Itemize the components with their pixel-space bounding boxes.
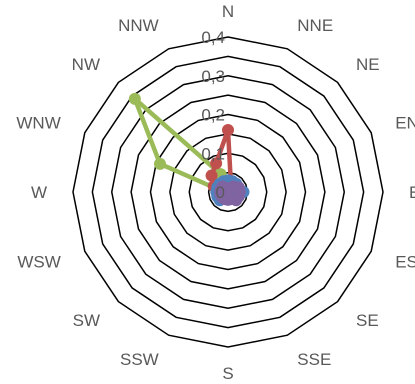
series-1-point-WNW	[153, 157, 166, 170]
radial-tick-label: 0,1	[201, 144, 225, 163]
grid-ring	[91, 55, 365, 329]
grid-ring	[149, 113, 307, 271]
grid-ring	[188, 152, 268, 232]
grid-ring	[110, 74, 346, 310]
series-2-point-N	[222, 124, 234, 136]
direction-label-nnw: NNW	[118, 16, 159, 35]
direction-label-sw: SW	[73, 311, 100, 330]
direction-label-ese: ESE	[395, 252, 415, 271]
radial-tick-label: 0,3	[201, 67, 225, 86]
direction-label-ssw: SSW	[120, 350, 159, 369]
direction-label-wsw: WSW	[17, 252, 60, 271]
direction-label-ne: NE	[356, 55, 380, 74]
direction-label-n: N	[222, 2, 234, 21]
series-2-point-NNW	[210, 157, 223, 170]
direction-label-layer: N NNE NE ENE E ESE SE SSE S SSW SW WSW W WNW NW NNW	[16, 2, 415, 383]
direction-label-nw: NW	[72, 55, 100, 74]
radial-tick-label: 0	[216, 183, 225, 202]
grid-ring	[72, 36, 384, 348]
radial-tick-label: 0,2	[201, 106, 225, 125]
series-1-point-NW	[128, 92, 141, 105]
series-layer	[128, 92, 250, 207]
direction-label-w: W	[31, 183, 47, 202]
radial-tick-label: 0,4	[201, 28, 225, 47]
tick-label-layer: 0 0,1 0,2 0,3 0,4	[201, 28, 225, 202]
series-2-point-NW	[205, 169, 218, 182]
direction-label-nne: NNE	[297, 16, 333, 35]
grid-ring	[130, 94, 326, 290]
direction-label-e: E	[409, 183, 415, 202]
grid-layer	[72, 36, 384, 348]
direction-label-ene: ENE	[395, 114, 415, 133]
direction-label-wnw: WNW	[16, 114, 60, 133]
direction-label-se: SE	[356, 311, 379, 330]
grid-ring	[169, 133, 287, 251]
direction-label-s: S	[222, 364, 233, 383]
series-4-point-NNW	[220, 182, 233, 195]
direction-label-sse: SSE	[297, 350, 331, 369]
